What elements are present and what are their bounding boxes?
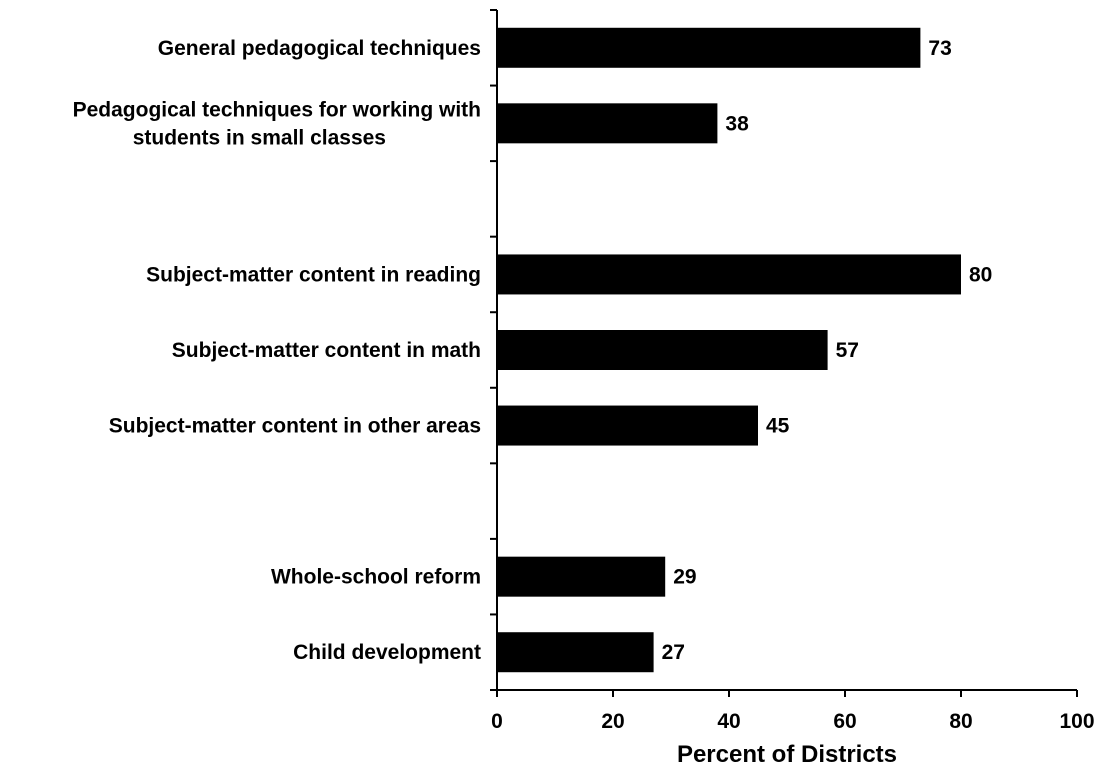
label-group: 0 20 40 60 80 100 73 General pedagogical techni… — [73, 9, 1095, 733]
x-axis-title: Percent of Districts — [677, 741, 897, 768]
x-tick-label: 0 — [491, 710, 503, 733]
category-label: Subject-matter content in other areas — [109, 415, 481, 438]
x-tick-label: 20 — [601, 710, 624, 733]
category-label-line: Child development — [293, 641, 481, 664]
category-label: Child development — [293, 641, 481, 664]
category-label: Pedagogical techniques for working with s… — [73, 98, 481, 149]
bar-value-label: 57 — [836, 339, 859, 362]
category-label-line: Subject-matter content in other areas — [109, 415, 481, 438]
bar-value-label: 80 — [969, 263, 992, 286]
category-label-line: students in small classes — [133, 126, 386, 149]
category-label: Subject-matter content in reading — [146, 263, 481, 286]
category-label: Whole-school reform — [271, 566, 481, 589]
category-label-line: Whole-school reform — [271, 566, 481, 589]
category-label-line: Subject-matter content in reading — [146, 263, 481, 286]
category-label-line: Pedagogical techniques for working with — [73, 98, 481, 121]
bar — [497, 330, 828, 370]
bar-value-label: 38 — [725, 112, 749, 135]
bar-value-label: 27 — [662, 641, 685, 664]
category-label-line: General pedagogical techniques — [158, 37, 481, 60]
bar-group — [497, 27, 961, 673]
bar — [497, 405, 758, 446]
x-tick-label: 40 — [717, 710, 740, 733]
bar-value-label: 45 — [766, 415, 790, 438]
bar — [497, 27, 921, 68]
bar — [497, 556, 666, 597]
bar-value-label: 73 — [928, 37, 951, 60]
x-tick-label: 60 — [833, 710, 856, 733]
x-tick-label: 80 — [949, 710, 972, 733]
axes — [496, 10, 1077, 691]
bar — [497, 103, 718, 144]
bar-value-label: 29 — [673, 566, 696, 589]
category-label-line: Subject-matter content in math — [172, 339, 481, 362]
category-label: Subject-matter content in math — [172, 339, 481, 362]
bar — [497, 632, 654, 673]
bar — [497, 254, 961, 295]
x-tick-label: 100 — [1059, 710, 1094, 733]
category-label: General pedagogical techniques — [158, 37, 481, 60]
